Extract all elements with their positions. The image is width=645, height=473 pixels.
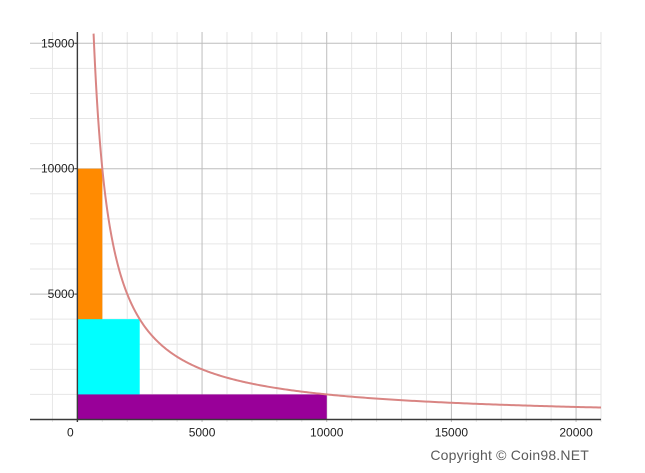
curve-group [92,33,601,409]
minor-grid [30,32,602,422]
x-tick-label: 15000 [435,425,469,439]
x-tick-label: 10000 [310,425,344,439]
x-tick-label: 5000 [189,425,216,439]
major-grid [30,32,601,422]
copyright-watermark: Copyright © Coin98.NET [430,447,589,463]
y-tick-label: 15000 [41,36,75,50]
product-rectangles [77,168,327,420]
y-tick-label: 10000 [41,162,75,176]
axes [30,32,601,422]
x-tick-label: 20000 [559,425,593,439]
hyperbola-curve [92,33,601,409]
tick-labels: 0 5000 10000 15000 20000 5000 10000 15000 [41,36,593,439]
y-tick-label: 5000 [48,287,75,301]
x-tick-label: 0 [67,425,74,439]
purple-rectangle [77,394,327,420]
